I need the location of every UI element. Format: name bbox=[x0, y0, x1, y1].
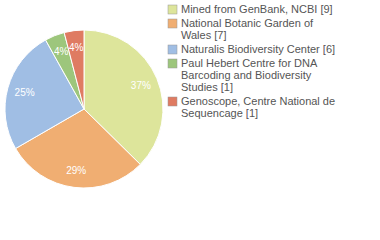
legend-label: National Botanic Garden ofWales [7] bbox=[181, 17, 314, 41]
legend-label: Mined from GenBank, NCBI [9] bbox=[181, 3, 333, 15]
legend-swatch bbox=[168, 5, 177, 14]
legend-label: Naturalis Biodiversity Center [6] bbox=[181, 43, 335, 55]
data-label: 4% bbox=[69, 42, 84, 53]
legend-label: Paul Hebert Centre for DNABarcoding and … bbox=[181, 57, 318, 93]
data-label: 37% bbox=[131, 80, 151, 91]
data-labels: 37% 29% 25% 4%4% bbox=[15, 42, 151, 175]
legend: Mined from GenBank, NCBI [9] National Bot… bbox=[168, 3, 335, 119]
legend-swatch bbox=[168, 45, 177, 54]
legend-label: Genoscope, Centre National deSequencage … bbox=[181, 95, 335, 119]
chart: 37% 29% 25% 4%4% Mined from GenBank, NCBI [9… bbox=[0, 0, 380, 240]
legend-swatch bbox=[168, 59, 177, 68]
data-label: 4% bbox=[54, 46, 69, 57]
legend-swatch bbox=[168, 97, 177, 106]
data-label: 29% bbox=[66, 165, 86, 176]
data-label: 25% bbox=[15, 87, 35, 98]
pie-slice bbox=[64, 30, 84, 109]
legend-swatch bbox=[168, 19, 177, 28]
pie bbox=[5, 30, 163, 188]
